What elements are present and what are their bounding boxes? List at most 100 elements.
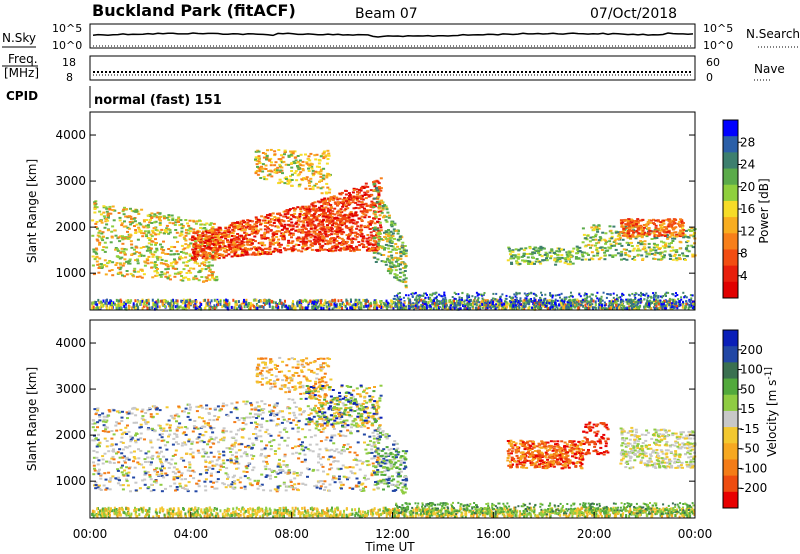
scatter-cell — [210, 299, 213, 303]
scatter-cell — [318, 239, 322, 242]
scatter-cell — [163, 229, 167, 232]
scatter-cell — [156, 258, 160, 261]
scatter-cell — [574, 298, 577, 302]
scatter-cell — [586, 295, 589, 298]
scatter-cell — [531, 306, 534, 309]
scatter-cell — [256, 306, 259, 310]
scatter-cell — [577, 299, 580, 303]
scatter-cell — [653, 303, 656, 306]
scatter-cell — [402, 274, 406, 277]
scatter-cell — [313, 235, 317, 238]
scatter-cell — [360, 239, 364, 242]
scatter-cell — [149, 218, 152, 221]
scatter-cell — [534, 246, 537, 249]
scatter-cell — [111, 274, 115, 277]
scatter-cell — [262, 175, 266, 178]
scatter-cell — [186, 264, 189, 267]
scatter-cell — [362, 213, 366, 216]
scatter-cell — [503, 302, 506, 306]
scatter-cell — [391, 302, 394, 305]
scatter-cell — [367, 299, 370, 303]
scatter-cell — [621, 301, 624, 305]
scatter-cell — [376, 228, 380, 231]
scatter-cell — [350, 197, 354, 200]
scatter-cell — [94, 226, 98, 228]
scatter-cell — [340, 224, 344, 227]
scatter-cell — [357, 196, 361, 199]
scatter-cell — [443, 301, 446, 304]
scatter-cell — [578, 293, 581, 296]
scatter-cell — [317, 162, 321, 165]
scatter-cell — [343, 196, 347, 199]
scatter-cell — [398, 299, 401, 303]
scatter-cell — [208, 307, 211, 311]
scatter-cell — [301, 205, 305, 208]
scatter-cell — [323, 202, 327, 205]
scatter-cell — [616, 299, 619, 302]
scatter-cell — [497, 301, 500, 305]
scatter-cell — [621, 307, 624, 310]
scatter-cell — [213, 236, 217, 239]
scatter-cell — [203, 264, 206, 267]
scatter-cell — [313, 227, 317, 230]
scatter-cell — [352, 248, 356, 251]
scatter-cell — [295, 225, 299, 228]
scatter-cell — [314, 216, 318, 219]
scatter-cell — [627, 301, 630, 305]
scatter-cell — [147, 231, 151, 234]
scatter-cell — [288, 208, 292, 211]
scatter-cell — [374, 261, 378, 263]
scatter-cell — [402, 296, 405, 299]
scatter-cell — [383, 236, 387, 238]
scatter-cell — [401, 241, 405, 244]
scatter-cell — [677, 302, 680, 305]
scatter-cell — [577, 306, 580, 310]
scatter-cell — [685, 305, 688, 307]
scatter-cell — [247, 233, 251, 236]
scatter-cell — [326, 214, 329, 217]
scatter-cell — [104, 220, 108, 223]
scatter-cell — [376, 229, 380, 232]
scatter-cell — [260, 242, 264, 245]
scatter-cell — [317, 234, 321, 237]
scatter-cell — [380, 260, 384, 263]
scatter-cell — [242, 236, 246, 239]
scatter-cell — [106, 229, 110, 232]
scatter-cell — [421, 300, 424, 303]
scatter-cell — [383, 204, 387, 206]
scatter-cell — [301, 236, 305, 239]
scatter-cell — [210, 274, 214, 277]
scatter-cell — [201, 256, 205, 259]
scatter-cell — [626, 298, 629, 302]
scatter-cell — [299, 210, 303, 213]
scatter-cell — [276, 241, 280, 244]
scatter-cell — [468, 296, 471, 298]
scatter-cell — [204, 234, 208, 237]
scatter-cell — [348, 226, 352, 229]
scatter-cell — [330, 230, 334, 233]
scatter-cell — [408, 301, 410, 305]
scatter-cell — [203, 257, 207, 260]
scatter-cell — [565, 296, 568, 299]
scatter-cell — [367, 195, 371, 198]
scatter-cell — [246, 243, 250, 246]
scatter-cell — [184, 252, 188, 255]
scatter-cell — [263, 233, 267, 236]
scatter-cell — [489, 302, 492, 306]
scatter-cell — [369, 239, 372, 242]
scatter-cell — [481, 302, 484, 306]
scatter-cell — [438, 306, 441, 309]
scatter-cell — [174, 301, 177, 305]
scatter-cell — [154, 243, 158, 246]
scatter-cell — [562, 304, 565, 308]
scatter-cell — [264, 152, 267, 155]
scatter-cell — [375, 234, 378, 237]
scatter-cell — [179, 279, 183, 282]
scatter-cell — [233, 235, 237, 238]
scatter-cell — [145, 219, 149, 221]
scatter-cell — [370, 194, 374, 197]
scatter-cell — [310, 245, 314, 247]
scatter-cell — [111, 225, 115, 228]
scatter-cell — [99, 213, 103, 216]
scatter-cell — [341, 306, 344, 310]
